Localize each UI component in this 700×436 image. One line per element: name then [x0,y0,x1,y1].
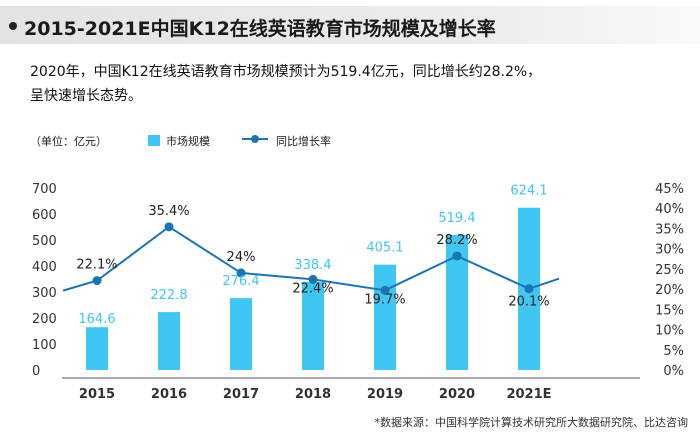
line-value-label: 24% [227,250,256,265]
bar [302,282,324,370]
right-axis-tick: 0% [663,364,684,379]
bar [446,234,468,370]
growth-point [164,222,174,232]
bar-value-label: 338.4 [294,258,331,273]
left-axis-tick: 700 [32,182,57,197]
line-value-label: 22.1% [76,258,117,273]
growth-point [524,284,534,294]
x-axis-tick: 2015 [79,387,115,402]
left-axis-tick: 300 [32,286,57,301]
left-axis-tick: 200 [32,312,57,327]
growth-point [308,274,318,284]
bullet-icon [9,22,17,30]
bar [158,312,180,370]
left-axis-tick: 100 [32,338,57,353]
line-value-label: 19.7% [364,292,405,307]
right-axis-tick: 15% [655,303,684,318]
x-axis-tick: 2017 [223,387,259,402]
legend-bar-label: 市场规模 [166,135,210,148]
right-axis-tick: 40% [655,202,684,217]
growth-point [92,276,102,286]
legend-line-label: 同比增长率 [276,135,331,148]
x-axis-tick: 2018 [295,387,331,402]
line-value-label: 20.1% [508,295,549,310]
line-value-label: 22.4% [292,281,333,296]
right-axis-tick: 20% [655,283,684,298]
growth-point [236,268,246,278]
bar [374,264,396,370]
bar-value-label: 405.1 [366,241,403,256]
left-axis-tick: 500 [32,234,57,249]
bar-value-label: 519.4 [438,211,475,226]
bar [86,327,108,370]
x-axis-tick: 2020 [439,387,475,402]
x-axis-tick: 2016 [151,387,187,402]
title-bar: 2015-2021E中国K12在线英语教育市场规模及增长率 [0,6,700,44]
page-title: 2015-2021E中国K12在线英语教育市场规模及增长率 [24,18,496,40]
right-axis-tick: 5% [663,344,684,359]
left-axis-tick: 0 [32,364,40,379]
summary-line-1: 2020年，中国K12在线英语教育市场规模预计为519.4亿元，同比增长约28.… [30,64,542,80]
legend-bar-swatch [148,135,160,146]
line-value-label: 28.2% [436,233,477,248]
right-axis-tick: 25% [655,263,684,278]
growth-point [380,285,390,295]
market-chart: 0 100 200 300 400 500 600 700 0% 5% 10% 15% 20% 25% 30… [32,182,684,402]
right-axis-tick: 10% [655,324,684,339]
growth-point [452,251,462,261]
legend-line-swatch [242,135,268,143]
left-axis-tick: 600 [32,208,57,223]
left-axis-tick: 400 [32,260,57,275]
x-axis-tick: 2021E [506,387,551,402]
bar-value-label: 624.1 [510,184,547,199]
bar [230,298,252,370]
line-value-label: 35.4% [148,204,189,219]
summary-line-2: 呈快速增长态势。 [30,88,142,104]
right-axis-tick: 35% [655,222,684,237]
x-axis-tick: 2019 [367,387,403,402]
right-axis-tick: 30% [655,243,684,258]
right-axis-tick: 45% [655,182,684,197]
bar-value-label: 164.6 [78,312,115,327]
summary-text: 2020年，中国K12在线英语教育市场规模预计为519.4亿元，同比增长约28.… [30,60,670,108]
unit-label: （单位：亿元） [30,135,107,148]
bar-value-label: 276.4 [222,274,259,289]
data-source: *数据来源：中国科学院计算技术研究所大数据研究院、比达咨询 [374,416,689,429]
bar-value-label: 222.8 [150,288,187,303]
